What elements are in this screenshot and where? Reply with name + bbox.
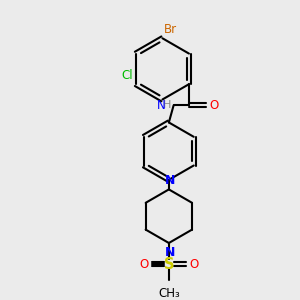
Text: O: O — [140, 257, 149, 271]
Text: O: O — [189, 257, 198, 271]
Text: CH₃: CH₃ — [158, 287, 180, 300]
Text: H: H — [164, 100, 172, 110]
Text: N: N — [157, 99, 166, 112]
Text: Br: Br — [164, 23, 178, 36]
Text: O: O — [209, 99, 218, 112]
Text: N: N — [165, 173, 175, 187]
Text: S: S — [164, 256, 174, 272]
Text: N: N — [165, 246, 175, 259]
Text: Cl: Cl — [122, 69, 133, 82]
